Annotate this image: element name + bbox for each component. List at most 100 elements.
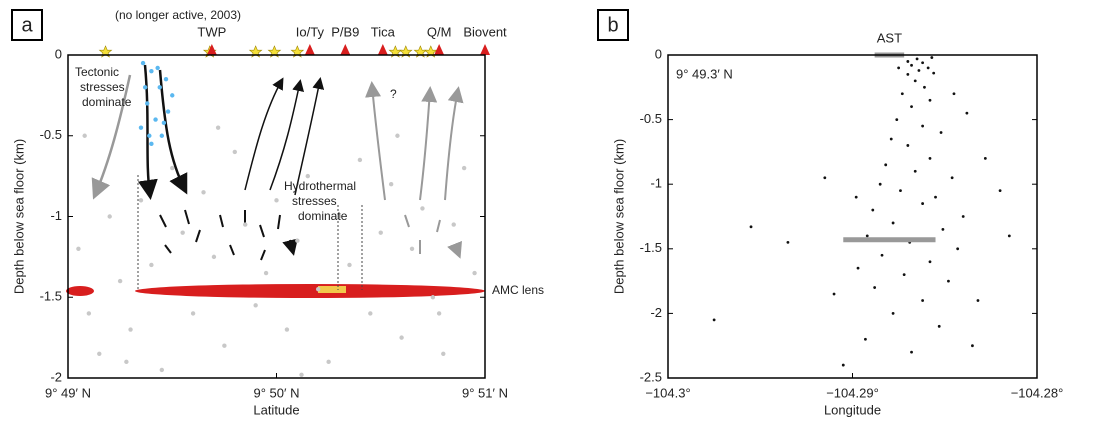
y-axis-label: Depth below sea floor (km) [611, 139, 626, 294]
data-point [873, 286, 877, 289]
data-point [107, 214, 112, 219]
data-point [921, 299, 925, 302]
data-point [871, 208, 875, 212]
data-point [998, 189, 1002, 193]
data-point [928, 260, 932, 264]
data-point [932, 71, 936, 75]
data-point [971, 344, 974, 348]
data-point [823, 176, 827, 180]
data-point [117, 278, 123, 284]
y-tick-label: -0.5 [40, 127, 62, 142]
annotation: AMC lens [492, 283, 544, 297]
x-tick-label: 9° 50′ N [254, 385, 300, 400]
data-point [124, 359, 129, 365]
data-point [906, 60, 910, 63]
flow-arrow [158, 69, 188, 195]
data-point [897, 66, 901, 70]
data-point [889, 137, 893, 141]
data-point [336, 214, 342, 219]
data-point [921, 124, 925, 128]
data-point [163, 77, 169, 82]
plot-area: 0 -0.5 -1 -1.5 -2 -2.5−104.3° −104.29° −104.28°… [611, 30, 1063, 417]
data-point [461, 165, 467, 171]
data-point [190, 311, 196, 316]
y-tick-label: -2 [50, 369, 62, 384]
vent-marker [304, 44, 315, 55]
data-point [295, 238, 300, 243]
annotation: (no longer active, 2003) [115, 8, 241, 22]
plot-area: 0 -0.5 -1 -1.5 -29° 49′ N 9° 50′ N 9° 51′ N Lat… [11, 8, 544, 417]
data-point [1007, 234, 1011, 238]
convection-arrow [159, 209, 293, 260]
annotation: ? [390, 87, 397, 101]
panel-label: b [607, 14, 618, 36]
data-point [472, 270, 477, 276]
data-point [420, 206, 425, 211]
data-point [976, 299, 980, 302]
data-point [983, 156, 987, 160]
data-point [841, 363, 845, 367]
data-point [161, 120, 167, 126]
data-point [86, 311, 92, 316]
data-point [856, 266, 860, 270]
data-point [937, 324, 941, 328]
y-tick-label: -0.5 [640, 111, 662, 126]
plot-frame [67, 54, 486, 379]
annotation: Tectonic [75, 65, 119, 79]
data-point [263, 270, 269, 276]
segment-label: AST [877, 30, 902, 45]
data-point [180, 230, 185, 235]
y-tick-label: -1.5 [40, 289, 62, 304]
data-point [947, 279, 950, 283]
data-point [145, 101, 150, 106]
data-point [939, 131, 943, 134]
data-point [441, 351, 446, 356]
data-point [430, 295, 436, 300]
data-point [409, 246, 415, 251]
data-point [316, 286, 321, 292]
data-point [368, 311, 373, 316]
vent-marker [377, 44, 388, 55]
data-point [961, 215, 965, 218]
data-point [76, 246, 81, 251]
data-point [399, 335, 404, 340]
data-point [253, 303, 258, 308]
data-point [895, 118, 899, 121]
vent-label: Q/M [427, 24, 452, 39]
x-tick-label: −104.29° [826, 385, 879, 400]
data-point [222, 343, 227, 348]
data-point [388, 182, 394, 187]
y-tick-label: 0 [655, 46, 662, 61]
data-point [378, 230, 383, 235]
data-point [170, 93, 175, 98]
data-point [913, 79, 917, 83]
x-axis-label: Longitude [824, 402, 881, 417]
data-point [900, 92, 904, 96]
y-tick-label: -2 [650, 305, 662, 320]
data-point [138, 125, 144, 130]
y-tick-label: -1 [650, 176, 662, 191]
x-tick-label: 9° 49′ N [45, 385, 91, 400]
annotation: stresses [80, 80, 125, 94]
flow-arrow [444, 86, 464, 201]
vent-marker [480, 44, 490, 55]
annotation: stresses [292, 194, 337, 208]
data-point [941, 228, 945, 231]
convection-arrow [404, 214, 459, 255]
data-point [934, 195, 937, 199]
data-point [884, 163, 888, 167]
data-point [832, 292, 836, 296]
amc-lens [66, 286, 94, 296]
data-point [906, 144, 910, 147]
data-point [395, 133, 400, 138]
x-axis-label: Latitude [253, 402, 299, 417]
data-point [159, 367, 165, 373]
data-point [451, 222, 456, 227]
data-point [215, 125, 221, 130]
data-point [299, 372, 304, 377]
data-point [147, 133, 152, 138]
y-axis-label: Depth below sea floor (km) [11, 139, 26, 294]
data-point [149, 141, 154, 147]
flow-arrow [419, 86, 438, 201]
